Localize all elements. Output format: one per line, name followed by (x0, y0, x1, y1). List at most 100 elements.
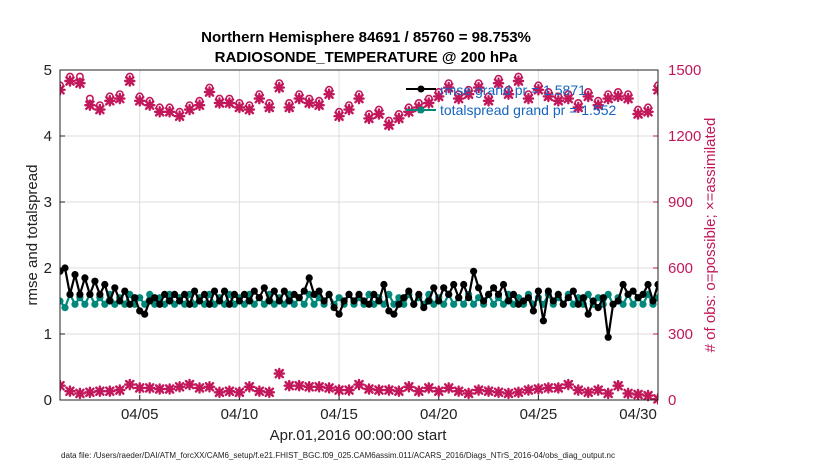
data-point-rmse (485, 290, 493, 298)
data-point-rmse (126, 300, 134, 308)
data-point-rmse (215, 297, 224, 305)
data-point-totalspread (794, 291, 801, 298)
data-point-obs-assimilated-low (552, 382, 565, 394)
data-point-rmse (559, 300, 567, 308)
data-point-rmse (350, 297, 358, 305)
data-point-obs-assimilated (143, 99, 156, 111)
data-point-totalspread (689, 301, 696, 308)
data-point-totalspread (774, 294, 781, 301)
data-point-obs-assimilated (293, 92, 305, 105)
plot-area (60, 70, 658, 400)
legend-label-rmse: rmse grand pr = 1.5871 (440, 82, 586, 98)
data-point-rmse (156, 300, 164, 308)
y-tick-label: 4 (44, 128, 52, 145)
data-point-obs-assimilated-low (143, 382, 156, 394)
data-point-obs-assimilated-low (303, 381, 315, 393)
data-point-rmse (480, 297, 488, 305)
data-point-rmse (61, 264, 69, 272)
data-point-rmse (86, 290, 94, 298)
data-point-obs-assimilated (343, 103, 355, 116)
x-tick-label: 04/15 (320, 406, 358, 423)
data-point-totalspread (71, 300, 79, 308)
data-point-obs-assimilated (472, 81, 485, 94)
data-point-obs-assimilated-low (512, 386, 525, 399)
data-point-rmse (320, 297, 328, 305)
x-tick-label: 04/10 (221, 406, 259, 423)
data-point-obs-assimilated-low (442, 382, 455, 394)
data-point-rmse (619, 280, 627, 289)
data-point-obs-assimilated (522, 92, 535, 105)
data-point-rmse (375, 297, 383, 305)
data-point-rmse (475, 284, 483, 292)
data-point-totalspread (784, 291, 791, 298)
data-point-obs-assimilated-low (592, 384, 604, 396)
data-point-rmse (235, 297, 243, 305)
data-point-obs-assimilated (283, 101, 296, 114)
data-point-obs-assimilated (422, 97, 435, 109)
data-point-obs-assimilated (163, 106, 176, 118)
data-point-rmse (186, 300, 194, 308)
data-point-rmse (644, 280, 652, 289)
data-point-rmse (191, 287, 199, 295)
x-tick-label: 04/30 (619, 406, 657, 423)
y-tick-label: 2 (44, 260, 52, 277)
data-point-rmse (789, 245, 796, 252)
data-point-totalspread (470, 300, 478, 308)
data-point-totalspread (91, 300, 99, 308)
data-point-obs-assimilated (582, 90, 595, 103)
data-point-rmse (210, 287, 219, 295)
y-right-tick-label: 0 (668, 392, 676, 409)
data-point-rmse (554, 290, 562, 298)
data-point-obs-assimilated-low (253, 385, 266, 397)
data-point-rmse (629, 287, 637, 295)
data-point-rmse (734, 304, 741, 311)
data-point-obs-assimilated-low (572, 384, 585, 396)
data-point-obs-assimilated-low (403, 381, 415, 393)
data-point-rmse (529, 307, 538, 315)
data-point-rmse (564, 294, 572, 302)
axis-ticks: 0 1 2 3 4 5 0 300 600 900 1200 1500 04/05 04/10 04/15 0… (44, 62, 702, 423)
data-point-rmse (754, 294, 761, 301)
data-point-rmse (539, 317, 548, 325)
data-point-obs-assimilated (602, 92, 614, 105)
data-point-obs-assimilated (94, 103, 106, 116)
plot-frame (59, 69, 659, 401)
data-point-totalspread (759, 301, 766, 308)
data-point-rmse (659, 297, 666, 304)
y-right-tick-label: 1200 (668, 128, 701, 145)
data-point-obs-assimilated-low (482, 385, 495, 397)
data-point-obs-assimilated-low (183, 378, 196, 391)
data-point-obs-assimilated (64, 75, 76, 87)
data-point-totalspread (684, 291, 691, 298)
legend: rmse grand pr = 1.5871 totalspread grand… (406, 82, 617, 118)
data-point-obs-assimilated-low (452, 385, 465, 397)
data-point-obs-assimilated-low (163, 383, 176, 395)
data-point-obs-assimilated (452, 92, 465, 105)
data-point-rmse (549, 297, 557, 305)
data-point-totalspread (60, 297, 64, 305)
data-point-totalspread (679, 301, 686, 308)
data-point-totalspread (764, 291, 771, 298)
data-point-obs-assimilated-low (373, 384, 385, 396)
data-point-rmse (490, 284, 498, 292)
data-point-obs-assimilated (512, 75, 525, 87)
data-point-rmse (589, 297, 597, 305)
data-point-obs-assimilated-low (293, 379, 305, 392)
data-point-rmse (400, 294, 408, 302)
data-point-obs-assimilated-low (283, 379, 296, 392)
data-point-obs-assimilated (104, 95, 116, 107)
data-point-obs-assimilated (482, 95, 495, 107)
data-point-rmse (509, 290, 518, 298)
data-point-rmse (669, 284, 676, 291)
data-point-totalspread (779, 301, 786, 308)
data-point-rmse (764, 304, 771, 311)
data-point-rmse (744, 291, 751, 298)
data-point-obs-assimilated-low (273, 367, 286, 380)
data-point-obs-assimilated-low (343, 384, 355, 396)
data-point-obs-assimilated-low (582, 386, 595, 399)
data-point-obs-assimilated-low (422, 382, 435, 394)
data-point-obs-assimilated (173, 110, 186, 122)
y-tick-label: 5 (44, 62, 52, 79)
data-point-rmse (649, 297, 657, 305)
data-point-rmse (719, 297, 726, 304)
